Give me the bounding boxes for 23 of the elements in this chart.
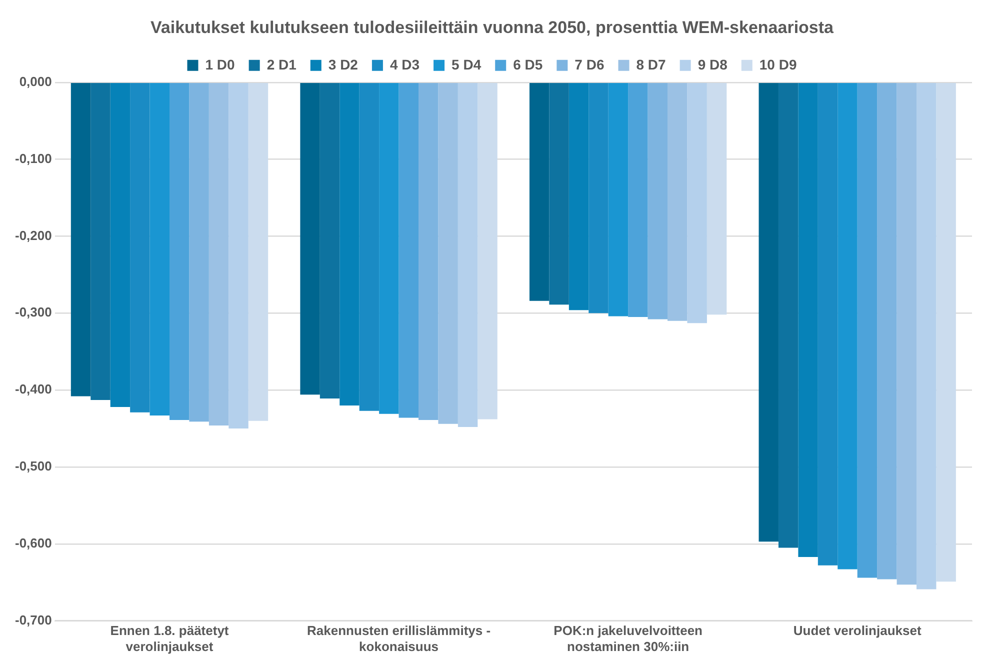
legend-label: 8 D7 bbox=[636, 56, 666, 72]
y-tick-label: 0,000 bbox=[19, 74, 52, 89]
legend-label: 1 D0 bbox=[205, 56, 236, 72]
y-tick-label: -0,500 bbox=[14, 458, 52, 474]
y-tick-label: -0,700 bbox=[14, 612, 52, 628]
legend-label: 10 D9 bbox=[759, 56, 797, 72]
legend-label: 9 D8 bbox=[698, 56, 728, 72]
legend-label: 5 D4 bbox=[452, 56, 482, 72]
legend-label: 4 D3 bbox=[390, 56, 420, 72]
x-tick-label: POK:n jakeluvelvoitteen nostaminen 30%:iin bbox=[554, 623, 703, 654]
legend-label: 3 D2 bbox=[328, 56, 358, 72]
y-tick-label: -0,400 bbox=[14, 382, 52, 397]
chart-title: Vaikutukset kulutukseen tulodesiileittäin vuonna 2050, prosenttia WEM-skenaariosta bbox=[150, 18, 834, 37]
y-tick-label: -0,200 bbox=[14, 228, 52, 243]
y-tick-label: -0,100 bbox=[14, 150, 52, 166]
x-tick-label: Rakennusten erillislämmitys - kokonaisuus bbox=[307, 623, 491, 654]
legend-label: 7 D6 bbox=[574, 56, 604, 72]
y-tick-label: -0,300 bbox=[14, 304, 52, 320]
x-tick-label: Uudet verolinjaukset bbox=[793, 623, 922, 638]
legend-label: 6 D5 bbox=[513, 56, 543, 72]
legend-label: 2 D1 bbox=[266, 56, 297, 72]
y-tick-label: -0,600 bbox=[14, 535, 52, 550]
x-tick-label: Ennen 1.8. päätetyt verolinjaukset bbox=[110, 623, 230, 654]
